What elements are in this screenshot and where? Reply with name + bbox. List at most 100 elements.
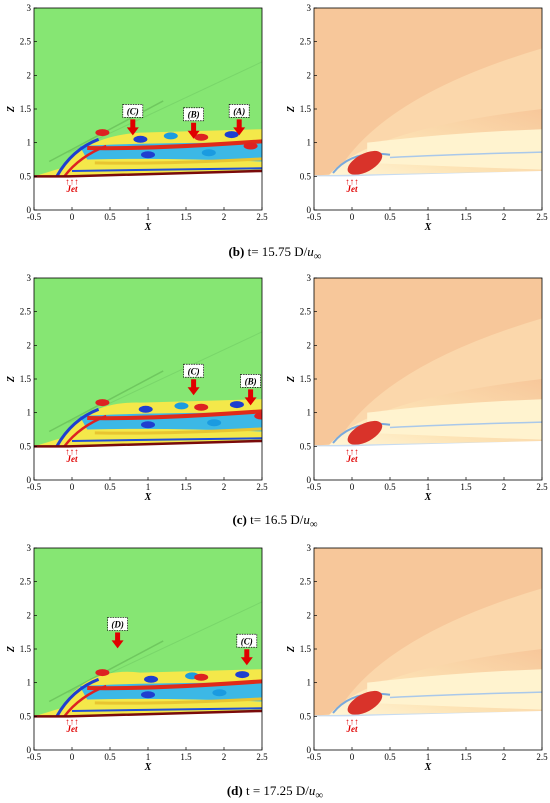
vortex-streak <box>94 427 262 435</box>
caption-letter: (c) <box>232 512 247 527</box>
y-tick-label: 0.5 <box>300 441 312 451</box>
wall <box>34 710 262 750</box>
x-tick-label: 1 <box>426 212 431 222</box>
x-axis-label: X <box>424 492 432 503</box>
y-tick-label: 1.5 <box>300 374 312 384</box>
annotation-label: (C) <box>127 106 139 116</box>
y-axis-label: Z <box>6 646 17 653</box>
jet-plume <box>63 414 107 448</box>
jet-label: Jet <box>346 454 358 464</box>
y-axis-label: Z <box>286 106 297 113</box>
vortex-blob <box>95 129 110 137</box>
y-tick-label: 2 <box>307 340 312 350</box>
x-tick-label: -0.5 <box>307 752 322 762</box>
wall <box>34 440 262 480</box>
y-tick-label: 0 <box>307 205 312 215</box>
x-tick-label: 0 <box>70 752 75 762</box>
wall-layer <box>71 437 262 442</box>
y-tick-label: 3 <box>27 3 32 13</box>
arrow-head <box>240 657 253 666</box>
annotation-label: (D) <box>111 619 124 629</box>
x-tick-label: 0 <box>350 212 355 222</box>
arrow-head <box>187 387 200 396</box>
caption-text: t= 16.5 D/ <box>246 512 304 527</box>
y-tick-label: 1.5 <box>300 644 312 654</box>
vortex-blob <box>229 401 244 409</box>
x-axis-label: X <box>144 492 152 503</box>
x-tick-label: 2 <box>222 752 227 762</box>
y-tick-label: 1.5 <box>20 104 32 114</box>
x-tick-label: 0.5 <box>384 752 396 762</box>
wall <box>314 710 542 750</box>
arrow-head <box>126 127 139 136</box>
y-tick-label: 1.5 <box>20 374 32 384</box>
annotation-c: (C) <box>122 104 144 136</box>
y-tick-label: 2.5 <box>20 577 32 587</box>
caption-d: (d) t = 17.25 D/u∞ <box>0 783 550 802</box>
x-tick-label: 1.5 <box>460 482 472 492</box>
jet-core <box>347 150 383 175</box>
annotation-label: (C) <box>241 636 253 646</box>
caption-unit: u <box>308 783 316 798</box>
vortex-blob <box>207 419 222 427</box>
y-tick-label: 2.5 <box>300 307 312 317</box>
x-tick-label: 0 <box>70 482 75 492</box>
y-tick-label: 2 <box>307 610 312 620</box>
y-tick-label: 1 <box>27 408 32 418</box>
x-tick-label: 0.5 <box>384 482 396 492</box>
vortex-blob <box>144 675 159 683</box>
jet-plume <box>63 684 107 718</box>
jet-label: Jet <box>346 184 358 194</box>
y-tick-label: 0 <box>27 745 32 755</box>
vortex-blob <box>174 402 189 410</box>
x-tick-label: 1.5 <box>180 212 192 222</box>
y-tick-label: 0.5 <box>300 171 312 181</box>
vortex-blob <box>212 689 227 697</box>
vortex-blob <box>141 151 155 159</box>
annotation-a: (A) <box>228 104 250 136</box>
y-tick-label: 2.5 <box>20 37 32 47</box>
arrow-shaft <box>115 632 121 642</box>
x-tick-label: 0 <box>350 482 355 492</box>
mixing-layer <box>367 129 542 170</box>
jet-core <box>347 420 383 445</box>
x-tick-label: 2 <box>502 752 507 762</box>
wall-layer <box>71 707 262 712</box>
x-axis-label: X <box>424 222 432 233</box>
arrow-shaft <box>244 649 250 659</box>
jet-plume <box>55 677 100 718</box>
vorticity-panel-0: -0.5 0 0.5 1 1.5 2 2.500.511.522.53XZ↑↑↑Jet(C)… <box>6 3 268 233</box>
annotation-box <box>122 104 144 118</box>
arrow-head <box>244 397 257 406</box>
y-tick-label: 2 <box>27 610 32 620</box>
caption-letter: (d) <box>226 783 243 798</box>
x-tick-label: 2 <box>502 482 507 492</box>
y-tick-label: 3 <box>27 273 32 283</box>
vortex-blob <box>194 673 209 681</box>
arrow-shaft <box>248 389 254 399</box>
cold-contour <box>332 422 391 444</box>
x-tick-label: 0 <box>70 212 75 222</box>
cold-contour <box>389 421 542 429</box>
x-tick-label: 1 <box>146 212 151 222</box>
vortex-blob <box>254 412 262 420</box>
y-tick-label: 0 <box>27 475 32 485</box>
y-axis-label: Z <box>6 376 17 383</box>
arrow-head <box>187 130 200 139</box>
jet-core <box>347 690 383 715</box>
y-tick-label: 1 <box>27 678 32 688</box>
annotation-d: (D) <box>107 617 128 649</box>
jet-label: Jet <box>66 454 78 464</box>
x-tick-label: 2.5 <box>256 212 268 222</box>
vortex-blob <box>194 133 209 141</box>
y-tick-label: 1 <box>307 408 312 418</box>
x-tick-label: 1 <box>426 752 431 762</box>
x-tick-label: 1.5 <box>180 482 192 492</box>
cold-contour <box>332 692 391 714</box>
vorticity-panel-2: -0.5 0 0.5 1 1.5 2 2.500.511.522.53XZ↑↑↑Jet(D)… <box>6 543 268 773</box>
x-tick-label: 2 <box>222 212 227 222</box>
y-tick-label: 3 <box>307 543 312 553</box>
annotation-c: (C) <box>183 363 204 396</box>
x-tick-label: 2 <box>502 212 507 222</box>
